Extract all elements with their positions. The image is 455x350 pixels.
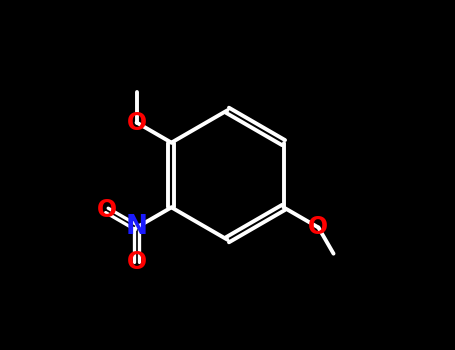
Text: N: N: [126, 215, 147, 240]
Text: O: O: [97, 198, 117, 222]
Text: O: O: [126, 250, 147, 274]
Text: O: O: [126, 111, 147, 134]
Text: O: O: [308, 216, 329, 239]
